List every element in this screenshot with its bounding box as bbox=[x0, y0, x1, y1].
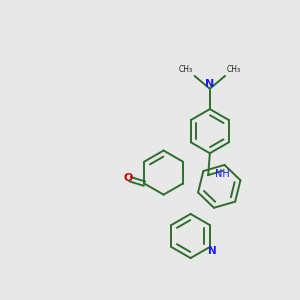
Text: N: N bbox=[205, 79, 214, 89]
Text: N: N bbox=[208, 246, 217, 256]
Text: CH₃: CH₃ bbox=[227, 65, 241, 74]
Text: CH₃: CH₃ bbox=[179, 65, 193, 74]
Text: O: O bbox=[124, 173, 133, 183]
Text: NH: NH bbox=[215, 169, 230, 179]
